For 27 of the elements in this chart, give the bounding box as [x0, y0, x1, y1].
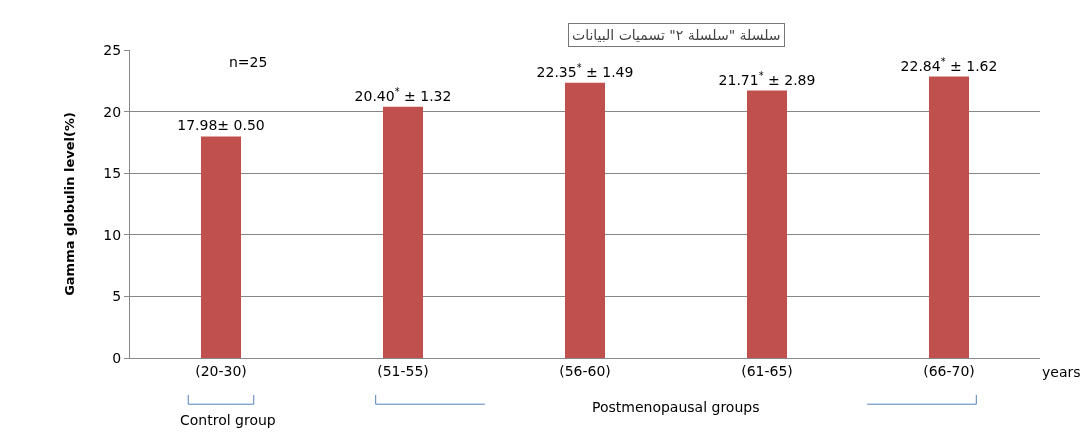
y-tick-label: 5 — [112, 288, 122, 305]
y-tick-label: 25 — [103, 41, 122, 58]
bar — [928, 76, 970, 358]
data-label: 21.71$^{*}$ ± 2.89 — [718, 69, 816, 88]
bar — [746, 90, 788, 358]
bar — [382, 106, 424, 358]
x-tick-label: (66-70) — [923, 362, 975, 379]
x-axis-title: years — [1042, 364, 1080, 380]
text: Control group — [180, 412, 276, 428]
annotation: n=25 — [229, 54, 268, 70]
y-tick-label: 10 — [103, 226, 122, 243]
y-tick-label: 20 — [103, 103, 122, 120]
data-label: 17.98± 0.50 — [177, 117, 265, 134]
bar — [200, 136, 242, 358]
text: سلسلة "سلسلة ٢" تسميات البيانات — [572, 27, 781, 43]
data-label: 20.40$^{*}$ ± 1.32 — [354, 85, 452, 104]
x-tick-label: (20-30) — [195, 362, 247, 379]
bar — [564, 82, 606, 358]
text: Postmenopausal groups — [592, 399, 760, 415]
data-label: 22.84$^{*}$ ± 1.62 — [900, 55, 998, 74]
x-tick-label: (61-65) — [741, 362, 793, 379]
y-axis-title: Gamma globulin level(%) — [62, 112, 78, 296]
y-tick-label: 15 — [103, 165, 122, 182]
y-tick-label: 0 — [112, 349, 122, 366]
x-tick-label: (51-55) — [377, 362, 429, 379]
data-label: 22.35$^{*}$ ± 1.49 — [536, 61, 634, 80]
x-tick-label: (56-60) — [559, 362, 611, 379]
